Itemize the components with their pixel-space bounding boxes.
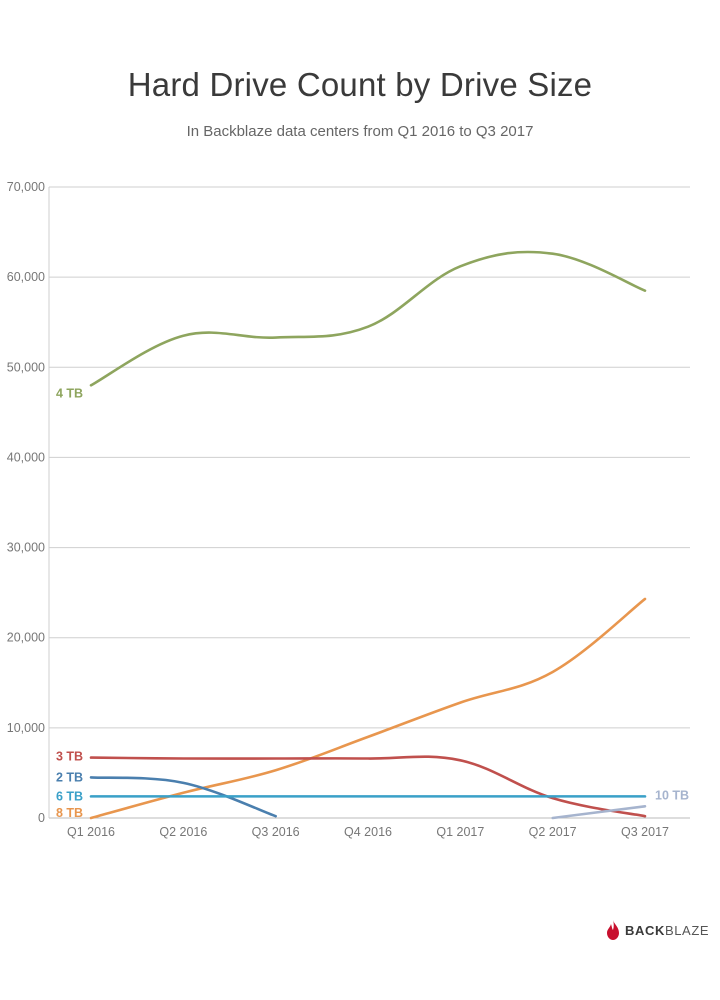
series-label-10-tb: 10 TB	[655, 788, 689, 802]
flame-icon	[607, 920, 619, 940]
series-labels: 4 TB 8 TB 3 TB 2 TB 6 TB 10 TB	[56, 386, 689, 820]
series-lines	[89, 250, 647, 820]
x-axis-ticks: Q1 2016 Q2 2016 Q3 2016 Q4 2016 Q1 2017 Q2 20…	[67, 825, 669, 839]
grid-lines	[48, 186, 690, 819]
x-tick-label: Q3 2016	[252, 825, 300, 839]
y-tick-label: 40,000	[7, 450, 45, 464]
series-line-2-tb	[89, 776, 277, 818]
y-tick-label: 60,000	[7, 270, 45, 284]
x-tick-label: Q2 2016	[159, 825, 207, 839]
y-tick-label: 50,000	[7, 360, 45, 374]
series-line-8-tb	[89, 597, 647, 820]
series-line-10-tb	[551, 804, 647, 820]
x-tick-label: Q4 2016	[344, 825, 392, 839]
x-tick-label: Q1 2016	[67, 825, 115, 839]
chart-subtitle: In Backblaze data centers from Q1 2016 t…	[186, 123, 534, 140]
brand-name-bold: BACK	[625, 922, 665, 938]
x-tick-label: Q2 2017	[529, 825, 577, 839]
chart-title: Hard Drive Count by Drive Size	[127, 66, 593, 103]
series-label-2-tb: 2 TB	[56, 770, 83, 784]
y-tick-label: 70,000	[7, 180, 45, 194]
x-tick-label: Q3 2017	[621, 825, 669, 839]
series-label-6-tb: 6 TB	[56, 789, 83, 803]
brand-name: BACKBLAZE	[625, 923, 709, 938]
y-tick-label: 20,000	[7, 631, 45, 645]
y-tick-label: 30,000	[7, 541, 45, 555]
series-label-3-tb: 3 TB	[56, 750, 83, 764]
series-line-3-tb	[89, 755, 647, 818]
brand-name-thin: BLAZE	[664, 922, 710, 938]
series-line-4-tb	[89, 250, 647, 387]
y-tick-label: 0	[38, 811, 45, 825]
y-axis-ticks: 0 10,000 20,000 30,000 40,000 50,000 60,000 70,…	[7, 180, 45, 825]
x-tick-label: Q1 2017	[436, 825, 484, 839]
series-label-4-tb: 4 TB	[56, 386, 83, 400]
series-label-8-tb: 8 TB	[56, 806, 83, 820]
y-tick-label: 10,000	[7, 721, 45, 735]
backblaze-logo: BACKBLAZE	[606, 918, 709, 942]
